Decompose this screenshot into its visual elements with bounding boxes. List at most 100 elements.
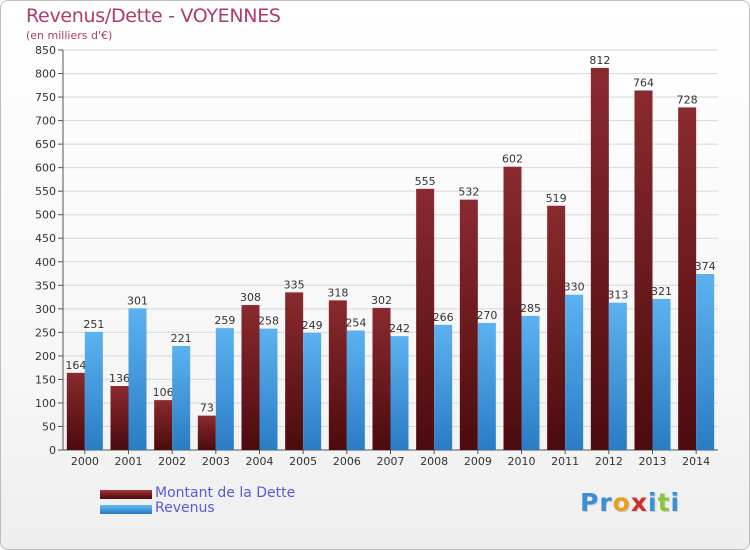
x-tick-label: 2012 <box>595 455 623 468</box>
bar-revenus <box>652 298 671 450</box>
bar-dette <box>416 188 435 450</box>
proxiti-logo: Proxiti <box>580 488 680 517</box>
y-tick-label: 850 <box>35 44 56 57</box>
bar-revenus <box>434 324 453 450</box>
bar-dette <box>372 307 391 450</box>
bar-revenus <box>84 331 103 450</box>
x-tick-label: 2009 <box>464 455 492 468</box>
chart-title: Revenus/Dette - VOYENNES <box>26 5 281 27</box>
data-label-revenus: 259 <box>214 314 235 327</box>
y-tick-label: 700 <box>35 115 56 128</box>
x-tick-label: 2013 <box>639 455 667 468</box>
bar-revenus <box>477 322 496 450</box>
y-tick-label: 50 <box>42 420 56 433</box>
data-label-revenus: 251 <box>83 318 104 331</box>
bar-dette <box>547 205 566 450</box>
bar-dette <box>678 107 697 450</box>
data-label-dette: 519 <box>546 192 567 205</box>
bar-revenus <box>608 302 627 450</box>
data-label-dette: 106 <box>153 386 174 399</box>
data-label-dette: 164 <box>65 359 86 372</box>
bar-dette <box>241 305 260 450</box>
y-tick-label: 0 <box>49 444 56 457</box>
y-tick-label: 200 <box>35 350 56 363</box>
bar-dette <box>285 292 304 450</box>
data-label-dette: 532 <box>458 186 479 199</box>
x-tick-label: 2011 <box>551 455 579 468</box>
y-tick-label: 250 <box>35 326 56 339</box>
x-tick-label: 2002 <box>158 455 186 468</box>
data-label-dette: 728 <box>677 93 698 106</box>
y-tick-label: 300 <box>35 303 56 316</box>
bar-dette <box>66 372 85 450</box>
legend-swatch-dette <box>100 490 152 499</box>
y-tick-label: 400 <box>35 256 56 269</box>
y-tick-label: 550 <box>35 185 56 198</box>
x-tick-label: 2010 <box>508 455 536 468</box>
y-tick-label: 650 <box>35 138 56 151</box>
x-tick-label: 2006 <box>333 455 361 468</box>
x-tick-label: 2005 <box>289 455 317 468</box>
bar-revenus <box>215 328 234 450</box>
y-tick-label: 600 <box>35 162 56 175</box>
x-tick-label: 2014 <box>682 455 710 468</box>
data-label-dette: 602 <box>502 153 523 166</box>
bar-dette <box>590 67 609 450</box>
y-tick-label: 350 <box>35 279 56 292</box>
x-tick-label: 2008 <box>420 455 448 468</box>
y-tick-label: 500 <box>35 209 56 222</box>
bar-revenus <box>390 336 409 450</box>
bar-dette <box>459 199 478 450</box>
data-label-revenus: 266 <box>433 311 454 324</box>
data-label-revenus: 258 <box>258 315 279 328</box>
y-tick-label: 450 <box>35 232 56 245</box>
logo-letter: i <box>648 488 658 517</box>
data-label-revenus: 374 <box>695 260 716 273</box>
data-label-revenus: 313 <box>607 289 628 302</box>
logo-letter: t <box>657 488 671 517</box>
data-label-revenus: 249 <box>302 319 323 332</box>
data-label-revenus: 221 <box>171 332 192 345</box>
bar-revenus <box>128 308 147 450</box>
bar-revenus <box>259 328 278 450</box>
data-label-dette: 335 <box>284 278 305 291</box>
data-label-revenus: 301 <box>127 294 148 307</box>
bar-dette <box>503 166 522 451</box>
x-tick-label: 2003 <box>202 455 230 468</box>
y-tick-label: 800 <box>35 68 56 81</box>
bar-dette <box>328 300 347 450</box>
logo-letter: i <box>670 488 681 517</box>
x-tick-label: 2004 <box>246 455 274 468</box>
logo-letter: r <box>599 488 613 517</box>
bar-revenus <box>521 315 540 450</box>
data-label-revenus: 330 <box>564 281 585 294</box>
logo-letter: x <box>630 488 648 517</box>
y-tick-label: 750 <box>35 91 56 104</box>
bar-dette <box>154 400 173 450</box>
bar-revenus <box>172 346 191 450</box>
bar-revenus <box>565 294 584 450</box>
bar-revenus <box>696 274 715 450</box>
data-label-dette: 136 <box>109 372 130 385</box>
logo-letter: o <box>612 488 631 517</box>
data-label-dette: 318 <box>327 286 348 299</box>
y-tick-label: 150 <box>35 373 56 386</box>
data-label-revenus: 270 <box>476 309 497 322</box>
legend-swatch-revenus <box>100 505 152 514</box>
bar-revenus <box>346 330 365 450</box>
legend-label-dette: Montant de la Dette <box>155 485 296 501</box>
bar-dette <box>197 415 216 450</box>
data-label-revenus: 321 <box>651 285 672 298</box>
x-tick-label: 2000 <box>71 455 99 468</box>
data-label-dette: 555 <box>415 175 436 188</box>
y-tick-label: 100 <box>35 397 56 410</box>
bar-dette <box>634 90 653 451</box>
chart-subtitle: (en milliers d'€) <box>26 29 113 42</box>
logo-letter: P <box>580 488 600 517</box>
bar-dette <box>110 386 129 450</box>
data-label-revenus: 242 <box>389 322 410 335</box>
data-label-revenus: 285 <box>520 302 541 315</box>
data-label-revenus: 254 <box>345 316 366 329</box>
